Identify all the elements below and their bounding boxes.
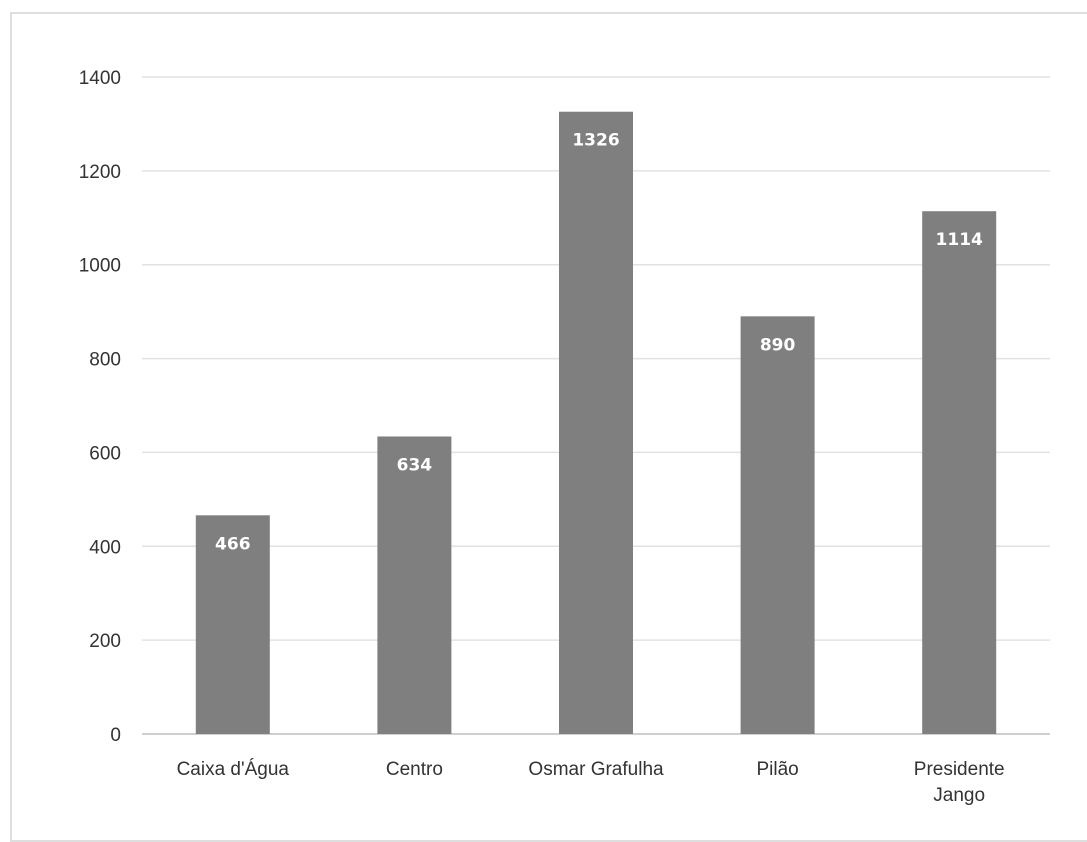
chart-frame (10, 12, 1087, 842)
bar (559, 111, 633, 734)
y-tick-label: 400 (89, 537, 121, 558)
bar (922, 211, 997, 735)
bar (377, 436, 452, 734)
category-label: Osmar Grafulha (528, 759, 664, 780)
data-label: 890 (760, 335, 796, 355)
y-tick-label: 1200 (79, 162, 121, 183)
data-label: 1326 (572, 131, 619, 151)
data-label: 466 (215, 534, 251, 554)
y-tick-label: 0 (110, 725, 121, 746)
category-label: Caixa d'Água (177, 759, 290, 780)
y-tick-label: 1000 (79, 256, 121, 277)
category-label: Presidente (914, 759, 1005, 780)
data-label: 634 (397, 455, 433, 475)
category-label: Jango (933, 785, 985, 806)
y-tick-label: 200 (89, 631, 121, 652)
bar (740, 316, 815, 734)
bar-layer (195, 111, 997, 735)
y-tick-label: 800 (89, 350, 121, 371)
category-label: Pilão (756, 759, 798, 780)
axis-layer: 0 200 400 600 800 1000 1200 1400 Caixa d'Água Cen… (79, 68, 1050, 806)
label-layer: 466 634 1326 890 1114 (215, 131, 983, 555)
data-label: 1114 (936, 230, 983, 250)
category-label: Centro (386, 759, 443, 780)
y-tick-label: 600 (89, 443, 121, 464)
bar (195, 515, 270, 734)
y-tick-label: 1400 (79, 68, 121, 89)
